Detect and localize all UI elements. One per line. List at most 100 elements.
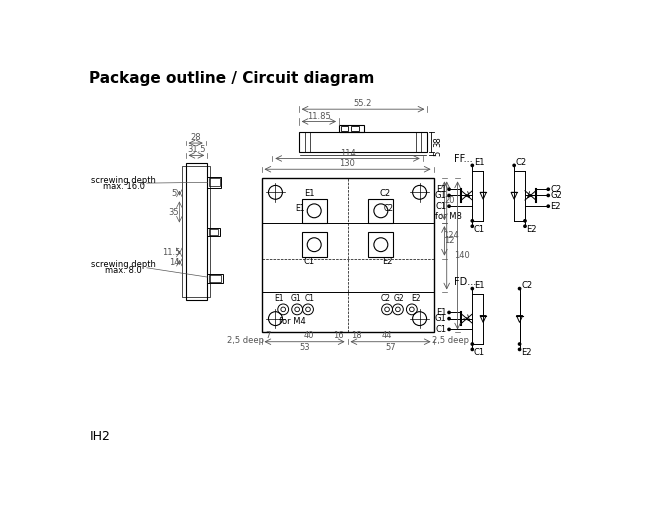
Circle shape [471, 164, 474, 166]
Text: 40: 40 [303, 331, 314, 340]
Circle shape [448, 205, 450, 207]
Text: max. 8.0: max. 8.0 [105, 266, 142, 275]
Text: 31.5: 31.5 [187, 145, 206, 155]
Text: C1: C1 [436, 202, 447, 211]
Circle shape [471, 225, 474, 227]
Bar [352, 126, 359, 131]
Circle shape [448, 328, 450, 331]
Bar [209, 275, 221, 282]
Text: 12: 12 [445, 237, 455, 245]
Text: E1: E1 [304, 189, 315, 198]
Text: 20: 20 [445, 196, 455, 205]
Text: G2: G2 [394, 294, 404, 303]
Text: G1: G1 [435, 314, 447, 323]
Text: for M4: for M4 [278, 317, 305, 326]
Circle shape [518, 348, 521, 351]
Text: 28: 28 [190, 133, 201, 142]
Text: C1: C1 [304, 257, 315, 266]
Text: max. 16.0: max. 16.0 [103, 182, 145, 190]
Text: 35: 35 [168, 208, 178, 217]
Bar [186, 163, 207, 300]
Bar [207, 177, 221, 188]
Bar [368, 199, 393, 223]
Bar [340, 126, 348, 131]
Text: 53: 53 [299, 344, 310, 352]
Text: Package outline / Circuit diagram: Package outline / Circuit diagram [89, 71, 375, 86]
Circle shape [547, 188, 549, 190]
Bar [298, 132, 428, 152]
Bar [207, 274, 222, 283]
Circle shape [524, 225, 526, 227]
Bar [368, 232, 393, 257]
Bar [339, 124, 364, 132]
Circle shape [518, 343, 521, 345]
Text: 55.2: 55.2 [354, 99, 372, 109]
Text: IH2: IH2 [89, 431, 111, 443]
Text: 130: 130 [340, 159, 356, 168]
Circle shape [518, 287, 521, 290]
Text: C2: C2 [521, 281, 532, 290]
Bar [209, 229, 218, 234]
Text: 57: 57 [385, 344, 396, 352]
Text: C1: C1 [474, 225, 485, 234]
Text: 14: 14 [168, 258, 179, 267]
Bar [209, 179, 220, 186]
Text: 5: 5 [171, 188, 176, 198]
Bar [302, 232, 326, 257]
Text: C1: C1 [436, 325, 447, 334]
Circle shape [448, 317, 450, 320]
Text: E1: E1 [436, 308, 447, 317]
Text: 114: 114 [340, 148, 356, 158]
Text: 140: 140 [454, 251, 470, 260]
Circle shape [448, 311, 450, 314]
Text: E2: E2 [527, 225, 537, 234]
Text: 11.5: 11.5 [163, 248, 180, 257]
Circle shape [513, 164, 515, 166]
Bar [207, 228, 220, 236]
Text: screwing depth: screwing depth [91, 176, 156, 184]
Circle shape [448, 194, 450, 197]
Circle shape [471, 348, 474, 351]
Text: 38: 38 [433, 137, 442, 147]
Text: G1: G1 [435, 191, 447, 200]
Bar [302, 199, 326, 223]
Text: E1: E1 [274, 294, 283, 303]
Text: E2: E2 [412, 294, 422, 303]
Text: C2: C2 [380, 294, 390, 303]
Text: C2: C2 [384, 204, 394, 213]
Text: 7: 7 [265, 331, 270, 340]
Text: FF...: FF... [454, 154, 472, 164]
Text: 5: 5 [433, 151, 442, 156]
Circle shape [471, 220, 474, 222]
Text: screwing depth: screwing depth [91, 260, 156, 269]
Text: 16: 16 [333, 331, 344, 340]
Text: G1: G1 [291, 294, 302, 303]
Text: C2: C2 [515, 158, 527, 167]
Circle shape [471, 343, 474, 345]
Text: C1: C1 [474, 348, 485, 357]
Text: C2: C2 [551, 185, 561, 194]
Text: E2: E2 [382, 257, 392, 266]
Text: G2: G2 [551, 191, 562, 200]
Text: 2,5 deep: 2,5 deep [432, 336, 469, 345]
Text: 2,5 deep: 2,5 deep [228, 336, 264, 345]
Text: FD...: FD... [454, 278, 476, 287]
Circle shape [547, 194, 549, 197]
Text: E2: E2 [521, 348, 531, 357]
Circle shape [547, 205, 549, 207]
Text: E1: E1 [436, 185, 447, 194]
Text: 18: 18 [352, 331, 362, 340]
Circle shape [524, 220, 526, 222]
Text: C1: C1 [304, 294, 314, 303]
Text: 44: 44 [382, 331, 392, 340]
Circle shape [471, 287, 474, 290]
Text: C2: C2 [380, 189, 391, 198]
Text: 124: 124 [443, 231, 458, 240]
Text: E1: E1 [474, 158, 484, 167]
Text: E1: E1 [296, 204, 305, 213]
Text: E2: E2 [551, 202, 561, 211]
Text: for M8: for M8 [435, 212, 462, 222]
Circle shape [448, 188, 450, 190]
Text: 11.85: 11.85 [307, 112, 331, 121]
Bar [182, 166, 210, 297]
